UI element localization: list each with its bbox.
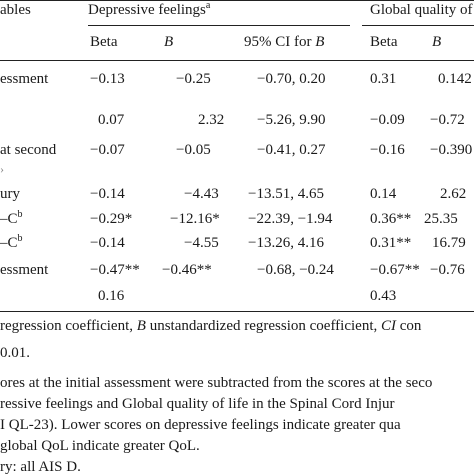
footnote-a-line4: global QoL indicate greater QoL. [0, 438, 200, 454]
subheader-beta-1: Beta [90, 34, 118, 50]
row-label: essment [0, 71, 49, 87]
cell-b2: 16.79 [432, 235, 466, 251]
row-label: at second [0, 142, 57, 158]
group1-underline [88, 25, 350, 26]
footnote-text: unstandardized regression coefficient, [145, 318, 381, 334]
cell-beta1: −0.14 [90, 235, 125, 251]
header-global-quality: Global quality of [370, 2, 473, 18]
cell-b2: −0.390 [430, 142, 473, 158]
cell-beta2: 0.31** [370, 235, 412, 251]
cell-b1: −4.55 [184, 235, 219, 251]
footnote-abbreviations: regression coefficient, B unstandardized… [0, 318, 421, 335]
row-label-sup: b [17, 233, 23, 244]
cell-beta2: −0.67** [370, 262, 420, 278]
footnote-CI: CI [381, 318, 396, 334]
table-bottom-rule [0, 311, 474, 312]
cell-ci1: −0.41, 0.27 [257, 142, 326, 158]
footnote-a-line3: I QL-23). Lower scores on depressive fee… [0, 417, 401, 433]
cell-b1: −0.05 [176, 142, 211, 158]
row-label: –Cb [0, 209, 23, 228]
cell-ci1: −5.26, 9.90 [257, 112, 326, 128]
table-top-rule [0, 0, 474, 1]
cell-beta1: −0.29* [90, 211, 133, 227]
footnote-B: B [136, 318, 146, 334]
cell-beta1: −0.07 [90, 142, 125, 158]
cell-beta2: 0.43 [370, 288, 397, 304]
row-label: essment [0, 262, 49, 278]
subheader-B-2: B [432, 34, 442, 50]
cell-ci1: −0.68, −0.24 [257, 262, 334, 278]
cell-ci1: −13.26, 4.16 [248, 235, 324, 251]
header-variables: ables [0, 2, 31, 18]
subheader-B-1: B [164, 34, 174, 50]
cell-beta2: −0.16 [370, 142, 405, 158]
footnote-a-line2: ressive feelings and Global quality of l… [0, 396, 395, 412]
header-bottom-rule [0, 60, 474, 61]
cell-b1: −0.46** [162, 262, 212, 278]
footnote-text: regression coefficient, [0, 318, 137, 334]
header-depressive-feelings: Depressive feelingsa [88, 0, 211, 19]
cell-ci1: −13.51, 4.65 [248, 186, 324, 202]
cell-beta2: 0.36** [370, 211, 412, 227]
cell-b1: −4.43 [184, 186, 219, 202]
cell-b1: 2.32 [198, 112, 225, 128]
subheader-ci-B: B [315, 34, 325, 50]
cell-beta2: 0.14 [370, 186, 397, 202]
row-label-text: –C [0, 235, 18, 251]
cell-b2: 0.142 [438, 71, 472, 87]
row-label-text: –C [0, 211, 18, 227]
cell-beta1: 0.07 [98, 112, 125, 128]
subheader-beta-2: Beta [370, 34, 398, 50]
group2-underline [362, 25, 474, 26]
cell-b2: −0.72 [430, 112, 465, 128]
cell-beta2: 0.31 [370, 71, 397, 87]
subheader-ci: 95% CI for B [244, 34, 324, 51]
cell-beta1: −0.47** [90, 262, 140, 278]
row-label-fragment: › [0, 162, 4, 176]
subheader-ci-prefix: 95% CI for [244, 34, 316, 50]
cell-b1: −12.16* [170, 211, 220, 227]
row-label-sup: b [17, 209, 23, 220]
footnote-b: ry: all AIS D. [0, 459, 81, 475]
footnote-a-line1: ores at the initial assessment were subt… [0, 375, 433, 391]
cell-beta1: −0.14 [90, 186, 125, 202]
cell-beta2: −0.09 [370, 112, 405, 128]
cell-ci1: −0.70, 0.20 [257, 71, 326, 87]
cell-beta1: −0.13 [90, 71, 125, 87]
cell-b2: 25.35 [424, 211, 458, 227]
footnote-text: con [396, 318, 422, 334]
cell-b2: −0.76 [430, 262, 465, 278]
header-depressive-feelings-label: Depressive feelings [88, 2, 206, 18]
cell-b1: −0.25 [176, 71, 211, 87]
row-label: ury [0, 186, 20, 202]
cell-b2: 2.62 [440, 186, 467, 202]
cell-ci1: −22.39, −1.94 [248, 211, 333, 227]
cell-beta1: 0.16 [98, 288, 125, 304]
footnote-significance: 0.01. [0, 345, 30, 361]
row-label: –Cb [0, 233, 23, 252]
header-depressive-feelings-sup: a [205, 0, 211, 11]
